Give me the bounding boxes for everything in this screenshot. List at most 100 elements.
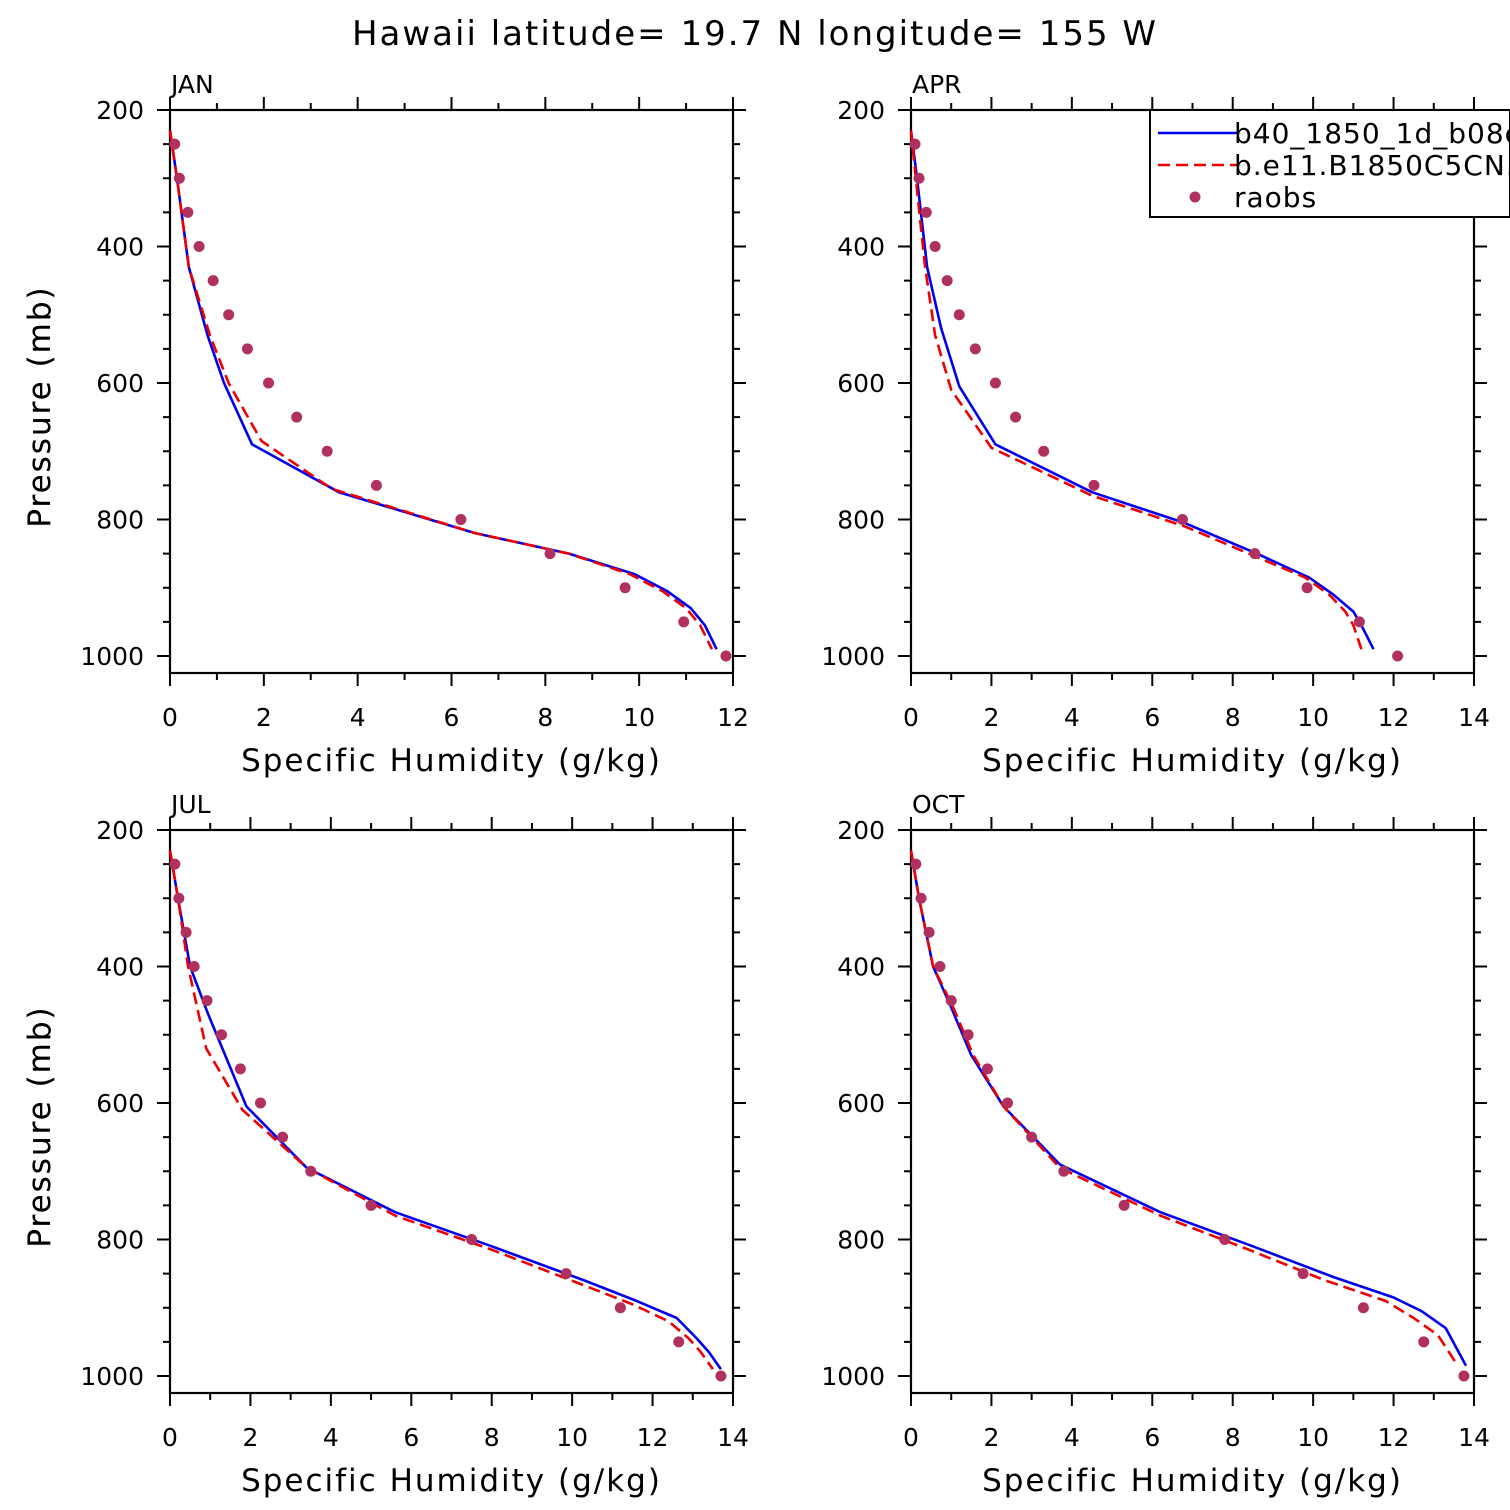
y-tick-label: 400 [96, 952, 144, 981]
raobs-point [920, 206, 932, 218]
x-tick-label: 14 [1458, 1423, 1490, 1452]
raobs-point [619, 582, 631, 594]
y-tick-label: 1000 [821, 1362, 885, 1391]
y-tick-label: 600 [96, 1089, 144, 1118]
raobs-point [909, 138, 921, 150]
raobs-point [1010, 411, 1022, 423]
raobs-point [207, 275, 219, 287]
y-axis-title: Pressure (mb) [22, 285, 58, 527]
legend: b40_1850_1d_b08c5cn_138jb.e11.B1850C5CN.… [1149, 109, 1510, 218]
x-tick-label: 12 [637, 1423, 669, 1452]
raobs-point [981, 1063, 993, 1075]
panel-label: OCT [912, 790, 965, 819]
raobs-point [263, 377, 275, 389]
x-tick-label: 0 [162, 703, 178, 732]
x-tick-label: 14 [717, 1423, 749, 1452]
raobs-point [1088, 479, 1100, 491]
raobs-point [169, 858, 181, 870]
raobs-point [544, 548, 556, 560]
series-line-b40 [168, 850, 722, 1370]
raobs-point [953, 309, 965, 321]
series-line-b40 [909, 130, 1375, 650]
raobs-point [560, 1268, 572, 1280]
x-tick-label: 0 [903, 703, 919, 732]
raobs-point [989, 377, 1001, 389]
panel-oct: 0 2 4 6 8 10 12 14 200 400 600 800 1000 OCT Specific H… [22, 790, 1490, 1499]
x-tick-label: 4 [1064, 703, 1080, 732]
x-tick-label: 8 [1225, 703, 1241, 732]
y-tick-label: 200 [837, 816, 885, 845]
y-axis-title: Pressure (mb) [22, 1005, 58, 1247]
y-tick-label: 1000 [80, 1362, 144, 1391]
raobs-point [678, 616, 690, 628]
x-tick-label: 6 [1144, 1423, 1160, 1452]
x-tick-label: 2 [983, 1423, 999, 1452]
y-tick-label: 200 [837, 96, 885, 125]
raobs-point [614, 1302, 626, 1314]
raobs-point [321, 445, 333, 457]
raobs-point [941, 275, 953, 287]
raobs-point [305, 1165, 317, 1177]
x-tick-label: 14 [1458, 703, 1490, 732]
x-tick-label: 0 [162, 1423, 178, 1452]
raobs-point [1458, 1370, 1470, 1382]
raobs-point [188, 960, 200, 972]
y-tick-label: 400 [96, 232, 144, 261]
raobs-point [466, 1233, 478, 1245]
panel-label: JUL [169, 790, 211, 819]
y-tick-label: 400 [837, 232, 885, 261]
panel-jul: 0 2 4 6 8 10 12 14 200 400 600 800 1000 JUL Specific H… [22, 790, 749, 1499]
y-tick-label: 800 [96, 505, 144, 534]
x-tick-label: 8 [484, 1423, 500, 1452]
x-tick-label: 10 [1297, 703, 1329, 732]
raobs-point [1002, 1097, 1014, 1109]
raobs-point [934, 960, 946, 972]
raobs-point [720, 650, 732, 662]
legend-box [1149, 109, 1510, 218]
raobs-point [254, 1097, 266, 1109]
plot-frame [168, 108, 735, 675]
series-line-b-e11 [909, 130, 1363, 650]
x-axis-title: Specific Humidity (g/kg) [241, 1463, 662, 1499]
x-tick-label: 12 [1378, 703, 1410, 732]
legend-label: raobs [1234, 181, 1317, 214]
x-tick-label: 2 [983, 703, 999, 732]
series-line-b-e11 [168, 130, 714, 650]
raobs-point [173, 892, 185, 904]
raobs-point [241, 343, 253, 355]
raobs-point [180, 926, 192, 938]
plot-frame [168, 828, 735, 1395]
x-tick-label: 10 [623, 703, 655, 732]
raobs-point [1301, 582, 1313, 594]
raobs-point [1219, 1233, 1231, 1245]
raobs-point [291, 411, 303, 423]
panel-jan: 0 2 4 6 8 10 12 200 400 600 800 1000 JAN Specific Hum… [22, 70, 749, 779]
raobs-point [929, 240, 941, 252]
raobs-point [1026, 1131, 1038, 1143]
x-axis-title: Specific Humidity (g/kg) [982, 743, 1403, 779]
y-axis-title: Pressure (mb) [22, 285, 58, 527]
raobs-point [910, 858, 922, 870]
x-tick-label: 8 [1225, 1423, 1241, 1452]
y-tick-label: 800 [837, 1225, 885, 1254]
y-tick-label: 600 [837, 1089, 885, 1118]
raobs-point [969, 343, 981, 355]
x-tick-label: 4 [323, 1423, 339, 1452]
raobs-point [945, 995, 957, 1007]
raobs-point [673, 1336, 685, 1348]
x-tick-label: 2 [256, 703, 272, 732]
panel-label: APR [912, 70, 962, 99]
legend-label: b.e11.B1850C5CN.f09_g16.005 [1234, 149, 1510, 182]
raobs-point [182, 206, 194, 218]
raobs-point [915, 892, 927, 904]
raobs-point [1297, 1268, 1309, 1280]
y-tick-label: 400 [837, 952, 885, 981]
raobs-point [913, 172, 925, 184]
legend-label: b40_1850_1d_b08c5cn_138j [1234, 117, 1510, 150]
y-tick-label: 600 [96, 369, 144, 398]
series-line-b-e11 [909, 850, 1459, 1367]
plot-frame [909, 828, 1476, 1395]
y-axis-title: Pressure (mb) [22, 1005, 58, 1247]
